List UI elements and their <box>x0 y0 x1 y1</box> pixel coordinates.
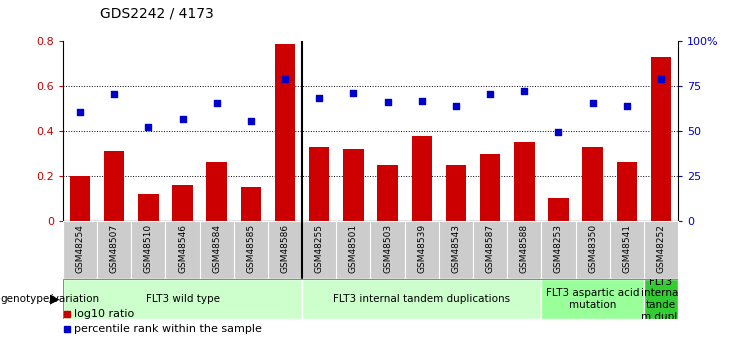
Text: FLT3 aspartic acid
mutation: FLT3 aspartic acid mutation <box>546 288 639 310</box>
Bar <box>651 57 671 221</box>
Point <box>210 100 222 106</box>
Text: genotype/variation: genotype/variation <box>1 294 100 304</box>
Text: FLT3 internal tandem duplications: FLT3 internal tandem duplications <box>333 294 511 304</box>
Point <box>74 109 86 115</box>
Text: GSM48546: GSM48546 <box>178 224 187 273</box>
Bar <box>548 198 568 221</box>
Bar <box>138 194 159 221</box>
Text: GSM48507: GSM48507 <box>110 224 119 273</box>
Bar <box>617 162 637 221</box>
Text: GSM48253: GSM48253 <box>554 224 563 273</box>
Point <box>587 100 599 106</box>
Bar <box>514 142 534 221</box>
Text: GSM48350: GSM48350 <box>588 224 597 273</box>
Bar <box>63 279 302 319</box>
Text: GSM48252: GSM48252 <box>657 224 665 273</box>
Text: log10 ratio: log10 ratio <box>74 309 134 319</box>
Text: GDS2242 / 4173: GDS2242 / 4173 <box>100 7 214 21</box>
Point <box>621 103 633 109</box>
Bar <box>241 187 261 221</box>
Bar <box>173 185 193 221</box>
Text: GSM48541: GSM48541 <box>622 224 631 273</box>
Text: GSM48585: GSM48585 <box>247 224 256 273</box>
Text: percentile rank within the sample: percentile rank within the sample <box>74 325 262 334</box>
Bar <box>302 279 542 319</box>
Bar <box>343 149 364 221</box>
Text: GSM48543: GSM48543 <box>451 224 460 273</box>
Bar <box>377 165 398 221</box>
Point <box>655 76 667 82</box>
Point <box>518 88 530 93</box>
Text: GSM48586: GSM48586 <box>281 224 290 273</box>
Bar <box>309 147 330 221</box>
Text: GSM48254: GSM48254 <box>76 224 84 273</box>
Bar <box>275 43 296 221</box>
Bar <box>411 136 432 221</box>
Text: GSM48255: GSM48255 <box>315 224 324 273</box>
Bar <box>542 279 644 319</box>
Text: GSM48588: GSM48588 <box>519 224 529 273</box>
Point <box>279 76 291 82</box>
Bar <box>644 279 678 319</box>
Text: FLT3
internal
tande
m dupli: FLT3 internal tande m dupli <box>641 277 681 322</box>
Point <box>416 99 428 104</box>
Bar <box>207 162 227 221</box>
Bar <box>445 165 466 221</box>
Point <box>176 116 188 121</box>
Bar <box>480 154 500 221</box>
Point <box>484 91 496 97</box>
Point <box>108 91 120 97</box>
Bar <box>582 147 603 221</box>
Text: GSM48539: GSM48539 <box>417 224 426 273</box>
Text: GSM48587: GSM48587 <box>485 224 494 273</box>
Text: FLT3 wild type: FLT3 wild type <box>145 294 219 304</box>
Text: GSM48501: GSM48501 <box>349 224 358 273</box>
Point <box>382 100 393 105</box>
Text: ▶: ▶ <box>50 293 59 306</box>
Text: GSM48510: GSM48510 <box>144 224 153 273</box>
Text: GSM48584: GSM48584 <box>212 224 222 273</box>
Point <box>142 124 154 129</box>
Point <box>450 103 462 109</box>
Bar <box>70 176 90 221</box>
Point <box>245 118 257 124</box>
Text: GSM48503: GSM48503 <box>383 224 392 273</box>
Point <box>348 90 359 95</box>
Point <box>553 129 565 135</box>
Bar <box>104 151 124 221</box>
Point <box>313 95 325 101</box>
